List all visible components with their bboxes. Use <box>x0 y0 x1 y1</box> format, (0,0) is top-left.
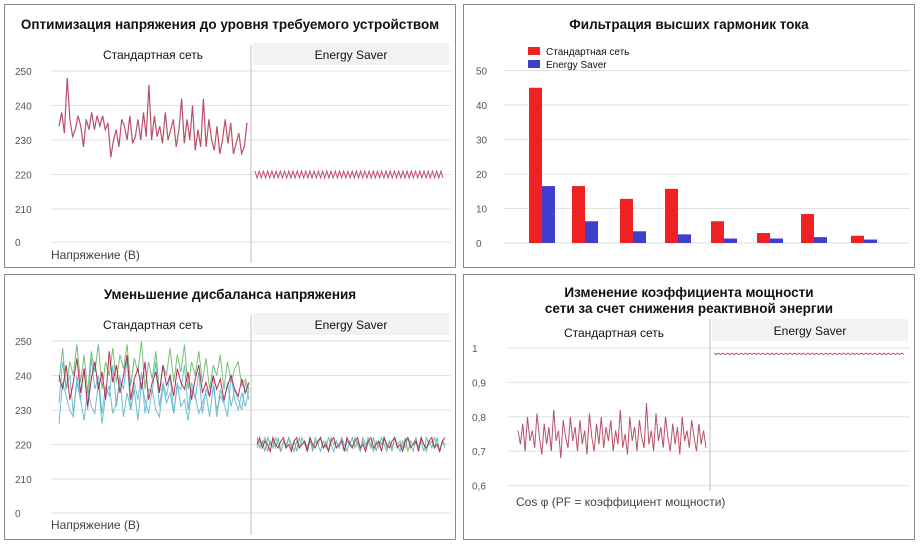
section-label-energy-saver: Energy Saver <box>774 324 847 338</box>
bar-energy-saver <box>542 186 555 243</box>
y-tick-label: 40 <box>476 101 488 112</box>
y-tick-label: 10 <box>476 205 488 216</box>
section-header-bg <box>253 313 449 335</box>
legend-swatch-standard <box>528 47 540 55</box>
section-label-standard: Стандартная сеть <box>564 326 664 340</box>
y-tick-label: 0,6 <box>472 482 486 493</box>
bar-energy-saver <box>585 221 598 243</box>
series-line-standard <box>58 351 250 407</box>
y-tick-label: 20 <box>476 170 488 181</box>
y-tick-label: 0,7 <box>472 447 486 458</box>
voltage-optimization-chart: 0 210 220 230 240 250 Стандартная сеть Energy S… <box>15 43 451 263</box>
bar-standard <box>757 232 770 243</box>
y-tick-label: 210 <box>15 475 32 486</box>
y-axis-label: Напряжение (В) <box>51 248 140 262</box>
y-tick-label: 220 <box>15 171 32 182</box>
section-label-energy-saver: Energy Saver <box>315 48 388 62</box>
y-tick-label: 50 <box>476 67 488 78</box>
y-tick-label: 1 <box>472 344 478 355</box>
section-label-standard: Стандартная сеть <box>103 318 203 332</box>
panel-title-line1: Изменение коэффициента мощности <box>564 285 814 300</box>
y-tick-label: 250 <box>15 67 32 78</box>
series-line-standard <box>58 340 250 393</box>
y-tick-label: 0 <box>15 509 21 520</box>
panel-voltage-imbalance: Уменьшение дисбаланса напряжения 0 210 220… <box>4 274 456 540</box>
y-tick-label: 0,8 <box>472 413 486 424</box>
series-line-standard <box>517 402 707 459</box>
series-line-energy-saver <box>713 352 905 356</box>
panel-title-line2: сети за счет снижения реактивной энергии <box>544 301 834 316</box>
harmonics-chart: 0 10 20 30 40 50 Стандартная сеть Energy Saver <box>476 47 910 250</box>
bar-standard <box>711 221 724 243</box>
series-line-energy-saver <box>254 169 444 180</box>
y-tick-label: 240 <box>15 102 32 113</box>
y-axis-label: Напряжение (В) <box>51 518 140 532</box>
bar-energy-saver <box>864 239 877 243</box>
panel-title: Уменьшение дисбаланса напряжения <box>103 287 357 302</box>
bar-standard <box>665 188 678 243</box>
y-tick-label: 230 <box>15 406 32 417</box>
bar-standard <box>620 198 633 243</box>
y-tick-label: 220 <box>15 441 32 452</box>
series-line-standard <box>58 375 250 424</box>
y-tick-label: 0 <box>476 239 482 250</box>
series-line-energy-saver <box>256 435 446 454</box>
section-header-bg <box>712 319 908 341</box>
y-tick-label: 250 <box>15 337 32 348</box>
series-line-energy-saver <box>256 435 446 454</box>
bar-standard <box>851 235 864 243</box>
y-tick-label: 0 <box>15 238 21 249</box>
panel-power-factor: Изменение коэффициента мощности сети за … <box>463 274 915 540</box>
legend-label-energy-saver: Energy Saver <box>546 60 607 71</box>
bar-energy-saver <box>678 234 691 243</box>
y-axis-label: Cos φ (PF = коэффициент мощности) <box>516 495 726 509</box>
bar-standard <box>801 214 814 243</box>
y-tick-label: 0,9 <box>472 378 486 389</box>
section-label-energy-saver: Energy Saver <box>315 318 388 332</box>
bar-energy-saver <box>814 237 827 243</box>
panel-voltage-optimization: Оптимизация напряжения до уровня требуем… <box>4 4 456 268</box>
legend-swatch-energy-saver <box>528 60 540 68</box>
y-tick-label: 210 <box>15 205 32 216</box>
voltage-imbalance-chart: 0 210 220 230 240 250 Стандартная сеть Energy S… <box>15 313 451 535</box>
bar-standard <box>529 87 542 243</box>
power-factor-chart: 0,6 0,7 0,8 0,9 1 Стандартная сеть Energy Save… <box>472 319 910 493</box>
panel-title: Оптимизация напряжения до уровня требуем… <box>20 17 440 32</box>
bar-energy-saver <box>633 231 646 243</box>
legend-label-standard: Стандартная сеть <box>546 47 629 58</box>
bar-standard <box>572 186 585 243</box>
bar-energy-saver <box>770 238 783 243</box>
panel-title: Фильтрация высших гармоник тока <box>569 17 809 32</box>
y-tick-label: 230 <box>15 136 32 147</box>
section-label-standard: Стандартная сеть <box>103 48 203 62</box>
bar-energy-saver <box>724 238 737 243</box>
y-tick-label: 30 <box>476 136 488 147</box>
section-header-bg <box>253 43 449 65</box>
series-line-standard <box>58 77 248 158</box>
y-tick-label: 240 <box>15 372 32 383</box>
panel-harmonics-filtering: Фильтрация высших гармоник тока 0 10 20 30 4… <box>463 4 915 268</box>
